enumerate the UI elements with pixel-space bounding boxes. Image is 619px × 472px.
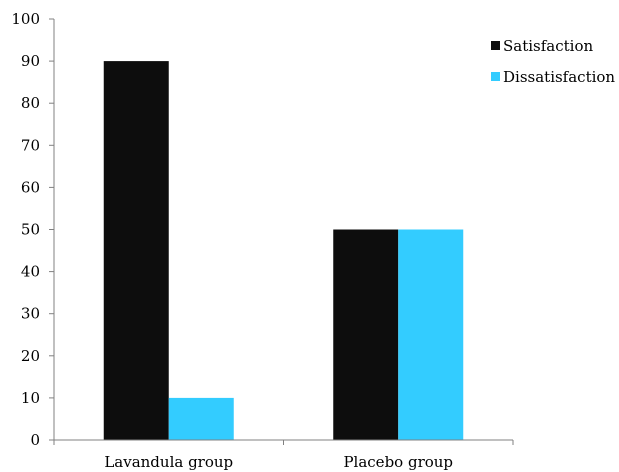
y-tick-label: 80: [21, 94, 40, 112]
y-ticks-group: 0 10 20 30 40 50 60 70 80 90 100: [11, 10, 54, 449]
y-tick-label: 70: [21, 136, 40, 154]
y-tick-label: 60: [21, 178, 40, 196]
y-tick-label: 10: [21, 389, 40, 407]
legend-label-satisfaction: Satisfaction: [503, 37, 593, 55]
legend-label-dissatisfaction: Dissatisfaction: [503, 68, 615, 86]
bar-dissatisfaction-2: [398, 229, 464, 440]
legend-swatch-dissatisfaction: [491, 72, 500, 81]
x-ticks-group: Lavandula group Placebo group: [53, 440, 514, 471]
y-tick-label: 90: [21, 52, 40, 70]
y-tick-label: 40: [21, 263, 40, 281]
y-tick-label: 100: [11, 10, 40, 28]
y-tick-label: 50: [21, 221, 40, 239]
y-tick-label: 0: [30, 431, 40, 449]
x-category-label: Lavandula group: [104, 453, 233, 471]
bar-dissatisfaction-1: [168, 397, 234, 440]
x-category-label: Placebo group: [343, 453, 453, 471]
bars-group: [103, 61, 464, 440]
legend: Satisfaction Dissatisfaction: [491, 37, 615, 86]
legend-swatch-satisfaction: [491, 41, 500, 50]
y-tick-label: 30: [21, 305, 40, 323]
y-tick-label: 20: [21, 347, 40, 365]
bar-satisfaction-2: [333, 229, 399, 440]
bar-satisfaction-1: [103, 61, 169, 440]
